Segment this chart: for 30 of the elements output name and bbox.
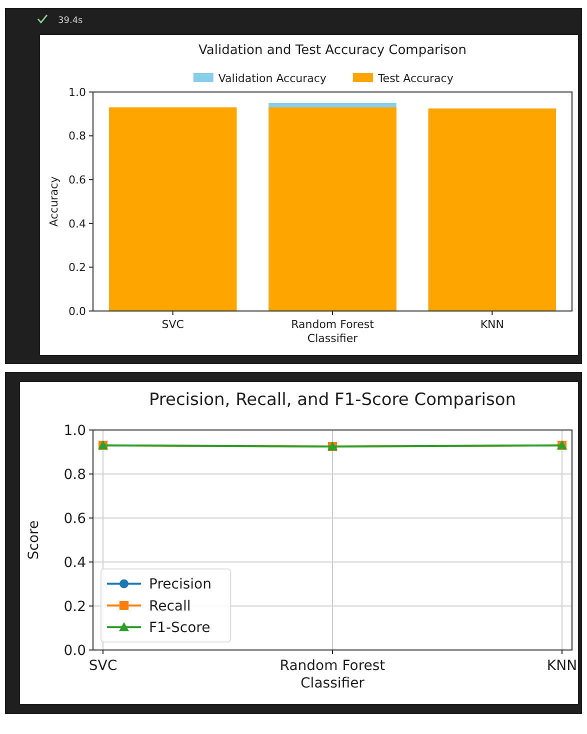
- x-tick-label: SVC: [88, 658, 118, 674]
- x-tick-label: Random Forest: [280, 658, 386, 674]
- y-tick-label: 0.4: [68, 217, 86, 230]
- y-tick-label: 0.4: [64, 554, 86, 571]
- legend-label: Precision: [149, 576, 212, 593]
- x-axis-title: Classifier: [307, 332, 358, 346]
- x-tick-label: KNN: [546, 658, 578, 674]
- legend-label: F1-Score: [149, 620, 210, 636]
- x-axis-title: Classifier: [300, 675, 365, 692]
- y-tick-label: 0.8: [64, 466, 86, 483]
- y-tick-label: 0.6: [64, 510, 86, 527]
- x-tick-label: SVC: [162, 318, 184, 331]
- y-tick-label: 1.0: [64, 422, 86, 439]
- y-tick-label: 0.0: [64, 642, 86, 659]
- chart-title: Validation and Test Accuracy Comparison: [198, 43, 466, 58]
- x-tick-label: KNN: [480, 318, 504, 331]
- y-tick-label: 0.6: [68, 173, 86, 186]
- chart-title: Precision, Recall, and F1-Score Comparison: [148, 390, 516, 410]
- text: 39.4s: [58, 16, 84, 26]
- legend-label: Test Accuracy: [376, 72, 454, 85]
- y-axis-title: Score: [26, 520, 42, 560]
- legend-label: Validation Accuracy: [218, 72, 327, 85]
- y-tick-label: 1.0: [68, 86, 86, 99]
- y-tick-label: 0.2: [68, 261, 86, 274]
- y-tick-label: 0.8: [68, 130, 86, 143]
- y-tick-label: 0.0: [68, 304, 86, 318]
- x-tick-label: Random Forest: [291, 318, 375, 331]
- y-axis-title: Accuracy: [47, 176, 60, 227]
- y-tick-label: 0.2: [64, 598, 86, 615]
- legend-label: Recall: [149, 598, 191, 614]
